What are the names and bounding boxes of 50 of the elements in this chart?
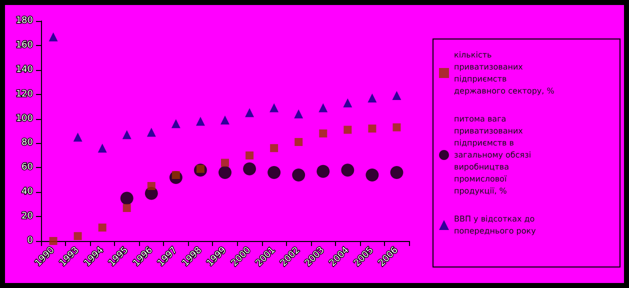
point	[392, 123, 401, 132]
point	[48, 32, 58, 42]
point	[122, 130, 132, 140]
point	[245, 108, 254, 118]
point	[294, 109, 304, 118]
point	[392, 91, 402, 100]
y-tick-label: 60	[22, 162, 34, 173]
point	[98, 224, 106, 232]
point	[98, 144, 107, 153]
y-tick-label: 160	[16, 40, 34, 50]
point	[390, 166, 404, 180]
legend-label: кількість приватизованих підприємств державного сектору, %	[454, 50, 555, 96]
point	[171, 119, 180, 128]
y-tick-label: 20	[22, 212, 34, 222]
point	[218, 166, 232, 180]
point	[147, 182, 156, 190]
y-tick-label: 120	[16, 89, 34, 100]
y-tick-label: 80	[22, 138, 34, 148]
point	[366, 168, 379, 182]
point	[368, 124, 376, 133]
point	[221, 158, 229, 167]
point	[270, 144, 278, 152]
point	[196, 116, 205, 126]
y-tick-label: 140	[16, 64, 34, 75]
point	[74, 232, 82, 240]
point	[246, 151, 254, 160]
y-tick-label: 0	[27, 236, 34, 246]
point	[243, 162, 256, 176]
legend-label: питома вага приватизованих підприємств в загальному обсязі виробництва промислової продукції, %	[454, 114, 534, 196]
point	[344, 126, 352, 134]
point	[292, 168, 306, 182]
point	[146, 128, 156, 137]
point	[120, 192, 134, 205]
y-tick-label: 180	[16, 16, 34, 26]
y-tick-label: 40	[22, 187, 34, 198]
point	[343, 98, 352, 108]
point	[294, 138, 303, 146]
point	[341, 164, 354, 177]
point	[220, 116, 230, 124]
point	[122, 204, 131, 212]
point	[316, 164, 330, 178]
y-tick-label: 100	[16, 114, 34, 124]
legend-label: ВВП у відсотках до попереднього року	[454, 214, 538, 236]
point	[319, 129, 328, 138]
point	[268, 166, 281, 180]
point	[270, 103, 279, 112]
point	[49, 237, 58, 245]
point	[368, 94, 377, 102]
point	[318, 103, 328, 112]
point	[73, 132, 82, 142]
